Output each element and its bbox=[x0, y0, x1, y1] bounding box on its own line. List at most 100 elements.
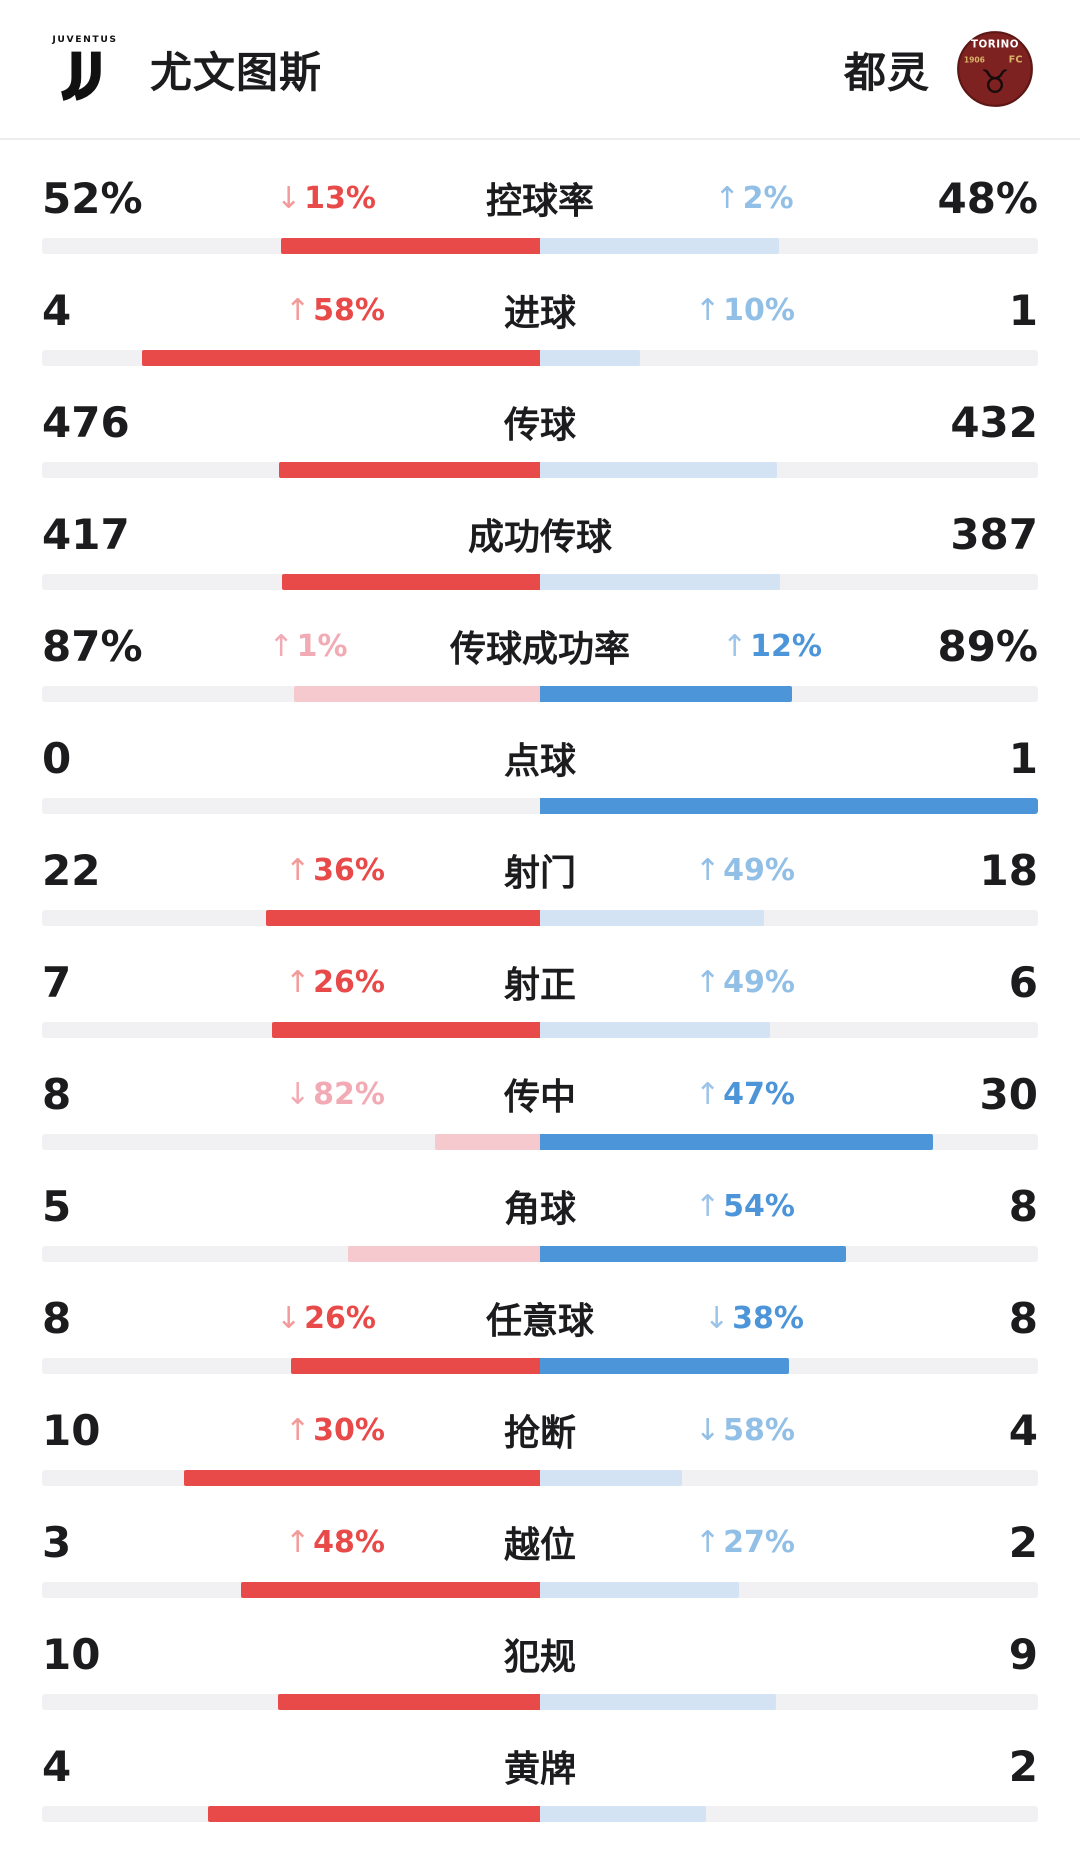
away-bar-fill bbox=[540, 1470, 683, 1486]
stat-bar-track bbox=[42, 1582, 1038, 1598]
away-value: 387 bbox=[950, 509, 1038, 559]
away-team: 都灵 TORINO 1906 FC ♉ bbox=[844, 30, 1034, 108]
stat-label: 任意球 bbox=[485, 1301, 594, 1342]
home-bar-fill bbox=[184, 1470, 540, 1486]
home-value: 5 bbox=[42, 1181, 72, 1231]
trend-arrow-icon: ↑ bbox=[695, 1524, 721, 1560]
away-trend-value: 47% bbox=[723, 1076, 795, 1112]
stat-row: 22 ↑ 36% 射门 ↑ 49% 18 bbox=[0, 844, 1080, 926]
home-trend: ↑ 1% bbox=[192, 629, 424, 664]
stat-row: 87% ↑ 1% 传球成功率 ↑ 12% 89% bbox=[0, 620, 1080, 702]
trend-arrow-icon: ↑ bbox=[695, 1188, 721, 1224]
away-bar-fill bbox=[540, 238, 780, 254]
torino-wordmark: TORINO bbox=[971, 38, 1019, 50]
home-trend: ↑ 30% bbox=[192, 1413, 478, 1448]
home-value: 8 bbox=[42, 1069, 72, 1119]
away-value: 8 bbox=[1008, 1181, 1038, 1231]
home-bar-fill bbox=[272, 1022, 540, 1038]
trend-arrow-icon: ↓ bbox=[276, 180, 302, 216]
stat-row: 8 ↓ 26% 任意球 ↓ 38% 8 bbox=[0, 1292, 1080, 1374]
stat-row: 8 ↓ 82% 传中 ↑ 47% 30 bbox=[0, 1068, 1080, 1150]
away-bar-fill bbox=[540, 350, 640, 366]
away-bar-fill bbox=[540, 1694, 777, 1710]
away-trend: ↓ 58% bbox=[602, 1413, 888, 1448]
stat-line: 7 ↑ 26% 射正 ↑ 49% 6 bbox=[42, 956, 1038, 1008]
stat-bar-track bbox=[42, 574, 1038, 590]
away-bar-fill bbox=[540, 910, 765, 926]
stat-bar-track bbox=[42, 1134, 1038, 1150]
away-bar-fill bbox=[540, 798, 1038, 814]
away-trend: ↑ 12% bbox=[656, 629, 888, 664]
stat-row: 7 ↑ 26% 射正 ↑ 49% 6 bbox=[0, 956, 1080, 1038]
home-trend: ↑ 36% bbox=[192, 853, 478, 888]
home-trend-value: 82% bbox=[313, 1076, 385, 1112]
home-trend-value: 48% bbox=[313, 1524, 385, 1560]
home-team: JUVENTUS 尤文图斯 bbox=[46, 30, 322, 108]
away-bar-fill bbox=[540, 1022, 771, 1038]
stat-row: 0 点球 1 bbox=[0, 732, 1080, 814]
away-value: 89% bbox=[937, 621, 1038, 671]
trend-arrow-icon: ↑ bbox=[722, 628, 748, 664]
torino-bull-icon: ♉ bbox=[980, 63, 1009, 101]
stat-label: 进球 bbox=[503, 293, 576, 334]
home-value: 7 bbox=[42, 957, 72, 1007]
stat-row: 417 成功传球 387 bbox=[0, 508, 1080, 590]
home-trend: ↓ 13% bbox=[192, 181, 460, 216]
home-value: 10 bbox=[42, 1405, 101, 1455]
stat-label: 传球成功率 bbox=[449, 629, 630, 670]
away-team-name: 都灵 bbox=[843, 47, 930, 97]
home-value: 476 bbox=[42, 397, 130, 447]
away-trend-value: 49% bbox=[723, 964, 795, 1000]
stat-label: 传中 bbox=[503, 1077, 576, 1118]
home-trend-value: 13% bbox=[304, 180, 376, 216]
away-trend-value: 12% bbox=[750, 628, 822, 664]
away-bar-fill bbox=[540, 686, 792, 702]
trend-arrow-icon: ↑ bbox=[695, 852, 721, 888]
away-trend: ↑ 47% bbox=[602, 1077, 888, 1112]
trend-arrow-icon: ↑ bbox=[285, 292, 311, 328]
trend-arrow-icon: ↑ bbox=[268, 628, 294, 664]
stat-label: 角球 bbox=[503, 1189, 576, 1230]
home-bar-fill bbox=[241, 1582, 540, 1598]
away-bar-fill bbox=[540, 574, 780, 590]
match-header: JUVENTUS 尤文图斯 都灵 TORINO 1906 FC ♉ bbox=[0, 0, 1080, 140]
stat-line: 22 ↑ 36% 射门 ↑ 49% 18 bbox=[42, 844, 1038, 896]
home-value: 87% bbox=[42, 621, 143, 671]
away-trend: ↓ 38% bbox=[620, 1301, 888, 1336]
home-bar-fill bbox=[348, 1246, 540, 1262]
stat-bar-track bbox=[42, 1022, 1038, 1038]
trend-arrow-icon: ↑ bbox=[695, 292, 721, 328]
away-value: 2 bbox=[1008, 1741, 1038, 1791]
home-trend: ↓ 26% bbox=[192, 1301, 460, 1336]
home-value: 4 bbox=[42, 1741, 72, 1791]
torino-logo-icon: TORINO 1906 FC ♉ bbox=[956, 30, 1034, 108]
away-bar-fill bbox=[540, 1246, 847, 1262]
home-team-name: 尤文图斯 bbox=[150, 47, 323, 97]
stats-list: 52% ↓ 13% 控球率 ↑ 2% 48% 4 ↑ 58% 进球 ↑ 10% 1 47… bbox=[0, 140, 1080, 1822]
stat-label: 传球 bbox=[503, 405, 576, 446]
away-value: 1 bbox=[1008, 733, 1038, 783]
trend-arrow-icon: ↓ bbox=[704, 1300, 730, 1336]
stat-row: 3 ↑ 48% 越位 ↑ 27% 2 bbox=[0, 1516, 1080, 1598]
juventus-wordmark: JUVENTUS bbox=[51, 34, 117, 45]
away-value: 4 bbox=[1008, 1405, 1038, 1455]
stat-row: 5 角球 ↑ 54% 8 bbox=[0, 1180, 1080, 1262]
away-trend: ↑ 2% bbox=[620, 181, 888, 216]
home-trend: ↑ 48% bbox=[192, 1525, 478, 1560]
stat-line: 10 ↑ 30% 抢断 ↓ 58% 4 bbox=[42, 1404, 1038, 1456]
trend-arrow-icon: ↑ bbox=[285, 852, 311, 888]
away-trend-value: 54% bbox=[723, 1188, 795, 1224]
stat-bar-track bbox=[42, 1470, 1038, 1486]
stat-bar-track bbox=[42, 1358, 1038, 1374]
trend-arrow-icon: ↑ bbox=[695, 964, 721, 1000]
stat-line: 52% ↓ 13% 控球率 ↑ 2% 48% bbox=[42, 172, 1038, 224]
stat-line: 3 ↑ 48% 越位 ↑ 27% 2 bbox=[42, 1516, 1038, 1568]
stat-row: 10 犯规 9 bbox=[0, 1628, 1080, 1710]
home-trend-value: 36% bbox=[313, 852, 385, 888]
stat-label: 成功传球 bbox=[467, 517, 612, 558]
home-trend-value: 30% bbox=[313, 1412, 385, 1448]
away-trend-value: 2% bbox=[742, 180, 794, 216]
away-trend: ↑ 49% bbox=[602, 965, 888, 1000]
away-trend-value: 58% bbox=[723, 1412, 795, 1448]
torino-year: 1906 bbox=[964, 56, 985, 65]
